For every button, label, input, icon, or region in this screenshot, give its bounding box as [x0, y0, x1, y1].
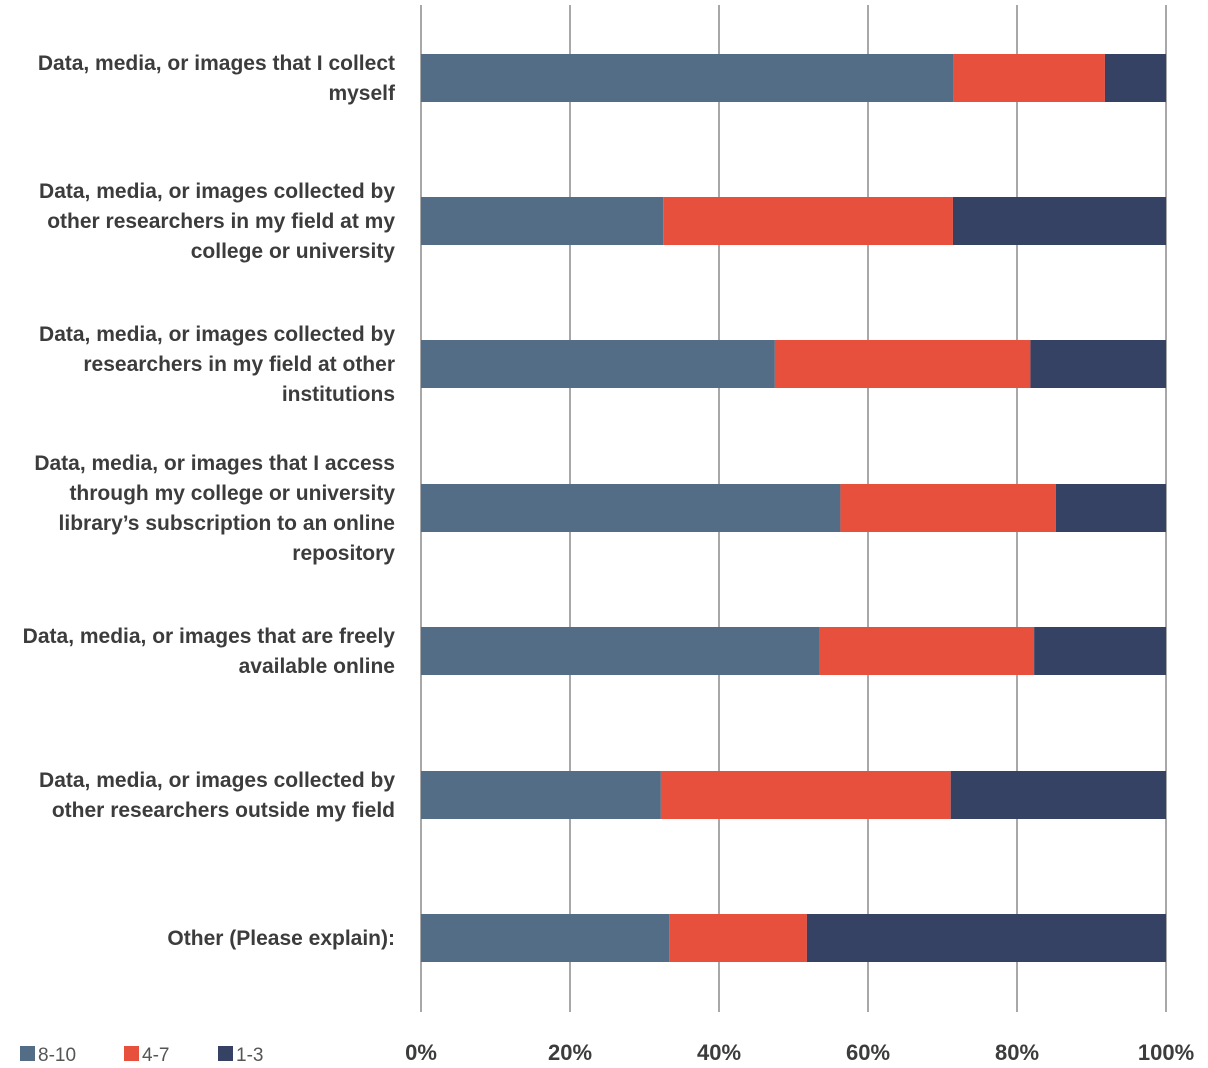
- legend-swatch: [218, 1046, 233, 1061]
- bar-segment-8-10-row-1: [421, 54, 954, 102]
- category-label-row-4: Data, media, or images that I access thro…: [34, 452, 395, 565]
- category-label-row-2: Data, media, or images collected by other…: [39, 180, 395, 263]
- category-labels: Data, media, or images that I collect mys…: [23, 52, 396, 950]
- category-label-line: library’s subscription to an online: [59, 512, 395, 535]
- bar-segment-1-3-row-2: [952, 197, 1166, 245]
- x-tick-label: 40%: [697, 1040, 741, 1065]
- bars: [421, 54, 1166, 962]
- legend-label: 4-7: [142, 1045, 169, 1066]
- bar-segment-8-10-row-6: [421, 771, 661, 819]
- legend-item-4-7: 4-7: [124, 1045, 169, 1066]
- x-tick-labels: 0% 20% 40% 60% 80% 100%: [405, 1040, 1194, 1065]
- category-label-line: college or university: [191, 240, 396, 263]
- category-label-line: institutions: [282, 383, 395, 406]
- bar-segment-8-10-row-3: [421, 340, 775, 388]
- bar-segment-1-3-row-6: [950, 771, 1166, 819]
- bar-segment-8-10-row-5: [421, 627, 820, 675]
- category-label-line: Data, media, or images that I access: [34, 452, 395, 475]
- category-label-line: available online: [239, 655, 395, 678]
- legend: 8-10 4-7 1-3: [20, 1045, 263, 1066]
- legend-swatch: [124, 1046, 139, 1061]
- bar-segment-8-10-row-2: [421, 197, 664, 245]
- category-label-line: repository: [292, 542, 395, 565]
- legend-item-1-3: 1-3: [218, 1045, 263, 1066]
- category-label-line: Data, media, or images collected by: [39, 769, 395, 792]
- bar-segment-1-3-row-4: [1055, 484, 1166, 532]
- category-label-line: other researchers in my field at my: [47, 210, 395, 233]
- category-label-row-1: Data, media, or images that I collect mys…: [38, 52, 396, 105]
- legend-item-8-10: 8-10: [20, 1045, 76, 1066]
- category-label-line: Data, media, or images that are freely: [23, 625, 396, 648]
- category-label-row-6: Data, media, or images collected by other…: [39, 769, 395, 822]
- bar-segment-4-7-row-5: [819, 627, 1035, 675]
- category-label-line: other researchers outside my field: [52, 799, 395, 822]
- bar-segment-8-10-row-7: [421, 914, 670, 962]
- bar-segment-4-7-row-3: [774, 340, 1031, 388]
- category-label-line: Data, media, or images collected by: [39, 180, 395, 203]
- category-label-line: Data, media, or images that I collect: [38, 52, 395, 75]
- x-tick-label: 100%: [1138, 1040, 1194, 1065]
- category-label-row-7: Other (Please explain):: [167, 927, 395, 950]
- x-tick-label: 20%: [548, 1040, 592, 1065]
- category-label-line: myself: [328, 82, 396, 105]
- legend-swatch: [20, 1046, 35, 1061]
- x-tick-label: 80%: [995, 1040, 1039, 1065]
- legend-label: 8-10: [38, 1045, 76, 1066]
- bar-segment-4-7-row-7: [669, 914, 807, 962]
- category-label-line: researchers in my field at other: [83, 353, 395, 376]
- x-tick-label: 60%: [846, 1040, 890, 1065]
- legend-label: 1-3: [236, 1045, 263, 1066]
- category-label-line: through my college or university: [69, 482, 395, 505]
- category-label-row-5: Data, media, or images that are freely av…: [23, 625, 396, 678]
- x-tick-label: 0%: [405, 1040, 437, 1065]
- bar-segment-4-7-row-1: [953, 54, 1105, 102]
- bar-segment-8-10-row-4: [421, 484, 841, 532]
- bar-segment-1-3-row-1: [1104, 54, 1166, 102]
- category-label-line: Data, media, or images collected by: [39, 323, 395, 346]
- bar-segment-4-7-row-6: [660, 771, 951, 819]
- bar-segment-1-3-row-7: [806, 914, 1166, 962]
- bar-segment-4-7-row-4: [840, 484, 1056, 532]
- bar-segment-1-3-row-5: [1034, 627, 1166, 675]
- bar-segment-1-3-row-3: [1030, 340, 1166, 388]
- bar-segment-4-7-row-2: [663, 197, 953, 245]
- category-label-row-3: Data, media, or images collected by resea…: [39, 323, 395, 406]
- category-label-line: Other (Please explain):: [167, 927, 395, 950]
